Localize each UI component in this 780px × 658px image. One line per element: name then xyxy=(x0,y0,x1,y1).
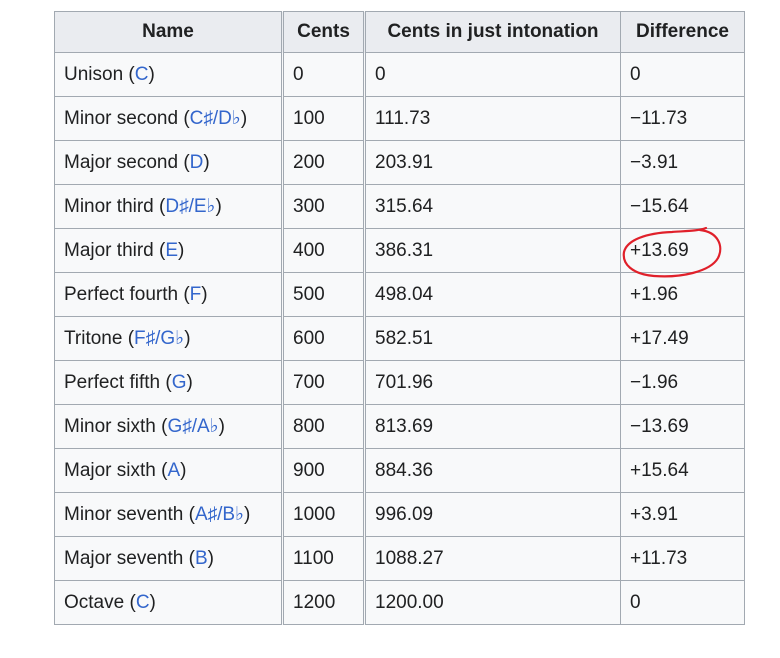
interval-name: Unison xyxy=(64,63,124,85)
just-intonation-cell: 884.36 xyxy=(364,448,621,493)
cents-cell: 1200 xyxy=(282,580,366,625)
just-intonation-cell: 0 xyxy=(364,52,621,97)
just-intonation-cell: 813.69 xyxy=(364,404,621,449)
note-link[interactable]: C♯/D♭ xyxy=(189,108,241,129)
interval-name-cell: Major third (E) xyxy=(54,228,284,273)
table-row: Perfect fourth (F) 500 498.04 +1.96 xyxy=(54,272,745,317)
table-row: Minor third (D♯/E♭) 300 315.64 −15.64 xyxy=(54,184,745,229)
table-row: Tritone (F♯/G♭) 600 582.51 +17.49 xyxy=(54,316,745,361)
table-row: Major second (D) 200 203.91 −3.91 xyxy=(54,140,745,185)
header-cents: Cents xyxy=(282,11,366,53)
interval-name: Octave xyxy=(64,591,125,613)
cents-cell: 200 xyxy=(282,140,366,185)
interval-name-cell: Minor sixth (G♯/A♭) xyxy=(54,404,284,449)
interval-name: Major third xyxy=(64,239,154,261)
cents-cell: 700 xyxy=(282,360,366,405)
interval-name: Minor second xyxy=(64,108,179,129)
just-intonation-cell: 582.51 xyxy=(364,316,621,361)
note-link[interactable]: E xyxy=(165,239,179,261)
difference-cell: +3.91 xyxy=(620,492,745,537)
table-container: Name Cents Cents in just intonation Diff… xyxy=(54,11,745,625)
table-row: Major third (E) 400 386.31 +13.69 xyxy=(54,228,745,273)
just-intonation-cell: 315.64 xyxy=(364,184,621,229)
interval-name: Minor seventh xyxy=(64,504,184,525)
cents-cell: 400 xyxy=(282,228,366,273)
interval-name: Minor third xyxy=(64,196,154,217)
note-link[interactable]: G♯/A♭ xyxy=(167,416,219,437)
difference-cell: −1.96 xyxy=(620,360,745,405)
table-row: Minor sixth (G♯/A♭) 800 813.69 −13.69 xyxy=(54,404,745,449)
interval-name-cell: Major seventh (B) xyxy=(54,536,284,581)
interval-name: Major sixth xyxy=(64,459,156,481)
note-link[interactable]: F xyxy=(189,283,202,305)
interval-name-cell: Perfect fourth (F) xyxy=(54,272,284,317)
table-row: Minor second (C♯/D♭) 100 111.73 −11.73 xyxy=(54,96,745,141)
just-intonation-cell: 1200.00 xyxy=(364,580,621,625)
cents-cell: 300 xyxy=(282,184,366,229)
table-row: Perfect fifth (G) 700 701.96 −1.96 xyxy=(54,360,745,405)
cents-cell: 100 xyxy=(282,96,366,141)
note-link[interactable]: A♯/B♭ xyxy=(194,504,245,525)
difference-cell: +13.69 xyxy=(620,228,745,273)
table-body: Unison (C) 0 0 0 Minor second (C♯/D♭) 100 111.… xyxy=(54,52,745,625)
note-link[interactable]: G xyxy=(171,371,187,393)
just-intonation-cell: 203.91 xyxy=(364,140,621,185)
header-row: Name Cents Cents in just intonation Diff… xyxy=(54,11,745,53)
interval-name-cell: Perfect fifth (G) xyxy=(54,360,284,405)
interval-name-cell: Major sixth (A) xyxy=(54,448,284,493)
difference-cell: +15.64 xyxy=(620,448,745,493)
difference-cell: −3.91 xyxy=(620,140,745,185)
interval-name: Perfect fifth xyxy=(64,371,161,393)
table-row: Minor seventh (A♯/B♭) 1000 996.09 +3.91 xyxy=(54,492,745,537)
note-link[interactable]: C xyxy=(135,591,150,613)
just-intonation-cell: 111.73 xyxy=(364,96,621,141)
interval-name: Perfect fourth xyxy=(64,283,179,305)
intervals-table: Name Cents Cents in just intonation Diff… xyxy=(54,11,745,625)
difference-cell: +1.96 xyxy=(620,272,745,317)
interval-name-cell: Octave (C) xyxy=(54,580,284,625)
just-intonation-cell: 1088.27 xyxy=(364,536,621,581)
interval-name: Tritone xyxy=(64,328,123,349)
table-row: Major sixth (A) 900 884.36 +15.64 xyxy=(54,448,745,493)
just-intonation-cell: 498.04 xyxy=(364,272,621,317)
interval-name-cell: Minor second (C♯/D♭) xyxy=(54,96,284,141)
cents-cell: 600 xyxy=(282,316,366,361)
cents-cell: 0 xyxy=(282,52,366,97)
header-just-intonation: Cents in just intonation xyxy=(364,11,621,53)
difference-cell: 0 xyxy=(620,52,745,97)
interval-name: Major second xyxy=(64,151,179,173)
note-link[interactable]: A xyxy=(167,459,181,481)
note-link[interactable]: B xyxy=(194,547,208,569)
note-link[interactable]: C xyxy=(134,63,149,85)
difference-cell: 0 xyxy=(620,580,745,625)
interval-name-cell: Minor third (D♯/E♭) xyxy=(54,184,284,229)
table-row: Unison (C) 0 0 0 xyxy=(54,52,745,97)
difference-cell: −13.69 xyxy=(620,404,745,449)
just-intonation-cell: 996.09 xyxy=(364,492,621,537)
interval-name-cell: Major second (D) xyxy=(54,140,284,185)
interval-name: Major seventh xyxy=(64,547,184,569)
cents-cell: 500 xyxy=(282,272,366,317)
table-row: Major seventh (B) 1100 1088.27 +11.73 xyxy=(54,536,745,581)
difference-cell: −15.64 xyxy=(620,184,745,229)
interval-name-cell: Unison (C) xyxy=(54,52,284,97)
interval-name-cell: Tritone (F♯/G♭) xyxy=(54,316,284,361)
cents-cell: 1100 xyxy=(282,536,366,581)
cents-cell: 900 xyxy=(282,448,366,493)
note-link[interactable]: D xyxy=(189,151,204,173)
header-name: Name xyxy=(54,11,284,53)
difference-cell: +11.73 xyxy=(620,536,745,581)
cents-cell: 800 xyxy=(282,404,366,449)
note-link[interactable]: F♯/G♭ xyxy=(134,328,185,349)
just-intonation-cell: 701.96 xyxy=(364,360,621,405)
difference-cell: −11.73 xyxy=(620,96,745,141)
interval-name: Minor sixth xyxy=(64,416,156,437)
note-link[interactable]: D♯/E♭ xyxy=(165,196,216,217)
table-row: Octave (C) 1200 1200.00 0 xyxy=(54,580,745,625)
interval-name-cell: Minor seventh (A♯/B♭) xyxy=(54,492,284,537)
difference-cell: +17.49 xyxy=(620,316,745,361)
just-intonation-cell: 386.31 xyxy=(364,228,621,273)
header-difference: Difference xyxy=(620,11,745,53)
cents-cell: 1000 xyxy=(282,492,366,537)
